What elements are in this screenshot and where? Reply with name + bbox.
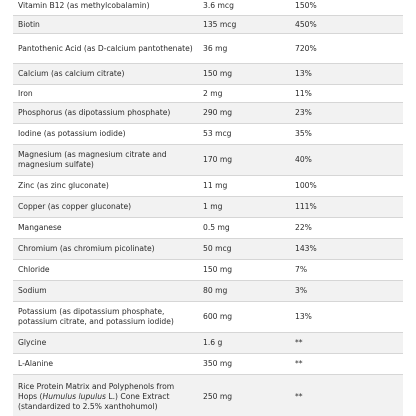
nutrient-daily-value: **: [288, 332, 403, 354]
nutrient-amount: 80 mg: [197, 280, 288, 302]
nutrient-daily-value: 100%: [288, 175, 403, 197]
nutrient-row: Sodium 80 mg 3%: [13, 280, 403, 302]
nutrient-name-part: Rice Protein Matrix and Polyphenols from…: [18, 381, 175, 401]
nutrient-amount: 350 mg: [197, 353, 288, 375]
nutrient-name: Iron: [13, 84, 197, 103]
nutrient-daily-value: **: [288, 353, 403, 375]
nutrient-daily-value: **: [288, 374, 403, 416]
nutrient-daily-value: 13%: [288, 63, 403, 85]
nutrient-name: Potassium (as dipotassium phosphate, pot…: [13, 301, 197, 333]
nutrient-amount: 0.5 mg: [197, 217, 288, 239]
nutrient-amount: 50 mcg: [197, 238, 288, 260]
facts-table-body: Vitamin B12 (as methylcobalamin) 3.6 mcg 1…: [13, 0, 403, 416]
nutrient-amount: 250 mg: [197, 374, 288, 416]
nutrient-name: Chromium (as chromium picolinate): [13, 238, 197, 260]
nutrient-daily-value: 150%: [288, 0, 403, 16]
nutrient-row: Magnesium (as magnesium citrate and magn…: [13, 144, 403, 176]
nutrient-name-part: L.) Cone Extract (standardized to 2.5% x…: [18, 391, 170, 411]
nutrient-daily-value: 40%: [288, 144, 403, 176]
nutrient-name: Rice Protein Matrix and Polyphenols from…: [13, 374, 197, 416]
nutrient-daily-value: 11%: [288, 84, 403, 103]
nutrient-amount: 170 mg: [197, 144, 288, 176]
nutrient-amount: 150 mg: [197, 259, 288, 281]
nutrient-name: Glycine: [13, 332, 197, 354]
nutrient-name: Magnesium (as magnesium citrate and magn…: [13, 144, 197, 176]
nutrient-name: Iodine (as potassium iodide): [13, 123, 197, 145]
nutrient-name: Copper (as copper gluconate): [13, 196, 197, 218]
last-row-rice-protein-hops: Rice Protein Matrix and Polyphenols from…: [13, 374, 403, 416]
nutrient-row: Phosphorus (as dipotassium phosphate) 290…: [13, 102, 403, 124]
nutrient-name: Biotin: [13, 15, 197, 34]
nutrient-row: Iron 2 mg 11%: [13, 84, 403, 103]
nutrient-row: Chloride 150 mg 7%: [13, 259, 403, 281]
nutrient-row: L-Alanine 350 mg **: [13, 353, 403, 375]
nutrient-amount: 1.6 g: [197, 332, 288, 354]
nutrient-amount: 3.6 mcg: [197, 0, 288, 16]
nutrient-name: Vitamin B12 (as methylcobalamin): [13, 0, 197, 16]
nutrient-name: Phosphorus (as dipotassium phosphate): [13, 102, 197, 124]
nutrient-daily-value: 450%: [288, 15, 403, 34]
nutrient-amount: 53 mcg: [197, 123, 288, 145]
nutrient-name: Pantothenic Acid (as D-calcium pantothen…: [13, 33, 197, 64]
nutrient-row: Manganese 0.5 mg 22%: [13, 217, 403, 239]
nutrient-amount: 135 mcg: [197, 15, 288, 34]
nutrient-row: Chromium (as chromium picolinate) 50 mcg 1…: [13, 238, 403, 260]
nutrient-row: Iodine (as potassium iodide) 53 mcg 35%: [13, 123, 403, 145]
nutrient-name: Sodium: [13, 280, 197, 302]
nutrient-daily-value: 7%: [288, 259, 403, 281]
nutrient-amount: 150 mg: [197, 63, 288, 85]
nutrient-daily-value: 3%: [288, 280, 403, 302]
nutrient-name: Manganese: [13, 217, 197, 239]
nutrient-amount: 36 mg: [197, 33, 288, 64]
nutrient-daily-value: 22%: [288, 217, 403, 239]
nutrient-name: Calcium (as calcium citrate): [13, 63, 197, 85]
nutrient-amount: 1 mg: [197, 196, 288, 218]
nutrient-amount: 11 mg: [197, 175, 288, 197]
nutrient-name: L-Alanine: [13, 353, 197, 375]
nutrient-name: Chloride: [13, 259, 197, 281]
nutrient-row: Zinc (as zinc gluconate) 11 mg 100%: [13, 175, 403, 197]
nutrient-daily-value: 13%: [288, 301, 403, 333]
nutrient-amount: 600 mg: [197, 301, 288, 333]
nutrient-name: Zinc (as zinc gluconate): [13, 175, 197, 197]
nutrient-row: Copper (as copper gluconate) 1 mg 111%: [13, 196, 403, 218]
nutrient-row: Glycine 1.6 g **: [13, 332, 403, 354]
nutrient-amount: 290 mg: [197, 102, 288, 124]
nutrient-daily-value: 111%: [288, 196, 403, 218]
nutrient-daily-value: 35%: [288, 123, 403, 145]
nutrient-daily-value: 143%: [288, 238, 403, 260]
nutrient-row: Vitamin B12 (as methylcobalamin) 3.6 mcg 1…: [13, 0, 403, 16]
nutrient-daily-value: 23%: [288, 102, 403, 124]
nutrient-row: Pantothenic Acid (as D-calcium pantothen…: [13, 33, 403, 64]
nutrient-row: Potassium (as dipotassium phosphate, pot…: [13, 301, 403, 333]
nutrient-row: Calcium (as calcium citrate) 150 mg 13%: [13, 63, 403, 85]
nutrient-row: Biotin 135 mcg 450%: [13, 15, 403, 34]
nutrient-daily-value: 720%: [288, 33, 403, 64]
nutrient-name-italic: Humulus lupulus: [42, 391, 106, 401]
supplement-facts-table: Vitamin B12 (as methylcobalamin) 3.6 mcg 1…: [13, 0, 403, 416]
nutrient-amount: 2 mg: [197, 84, 288, 103]
